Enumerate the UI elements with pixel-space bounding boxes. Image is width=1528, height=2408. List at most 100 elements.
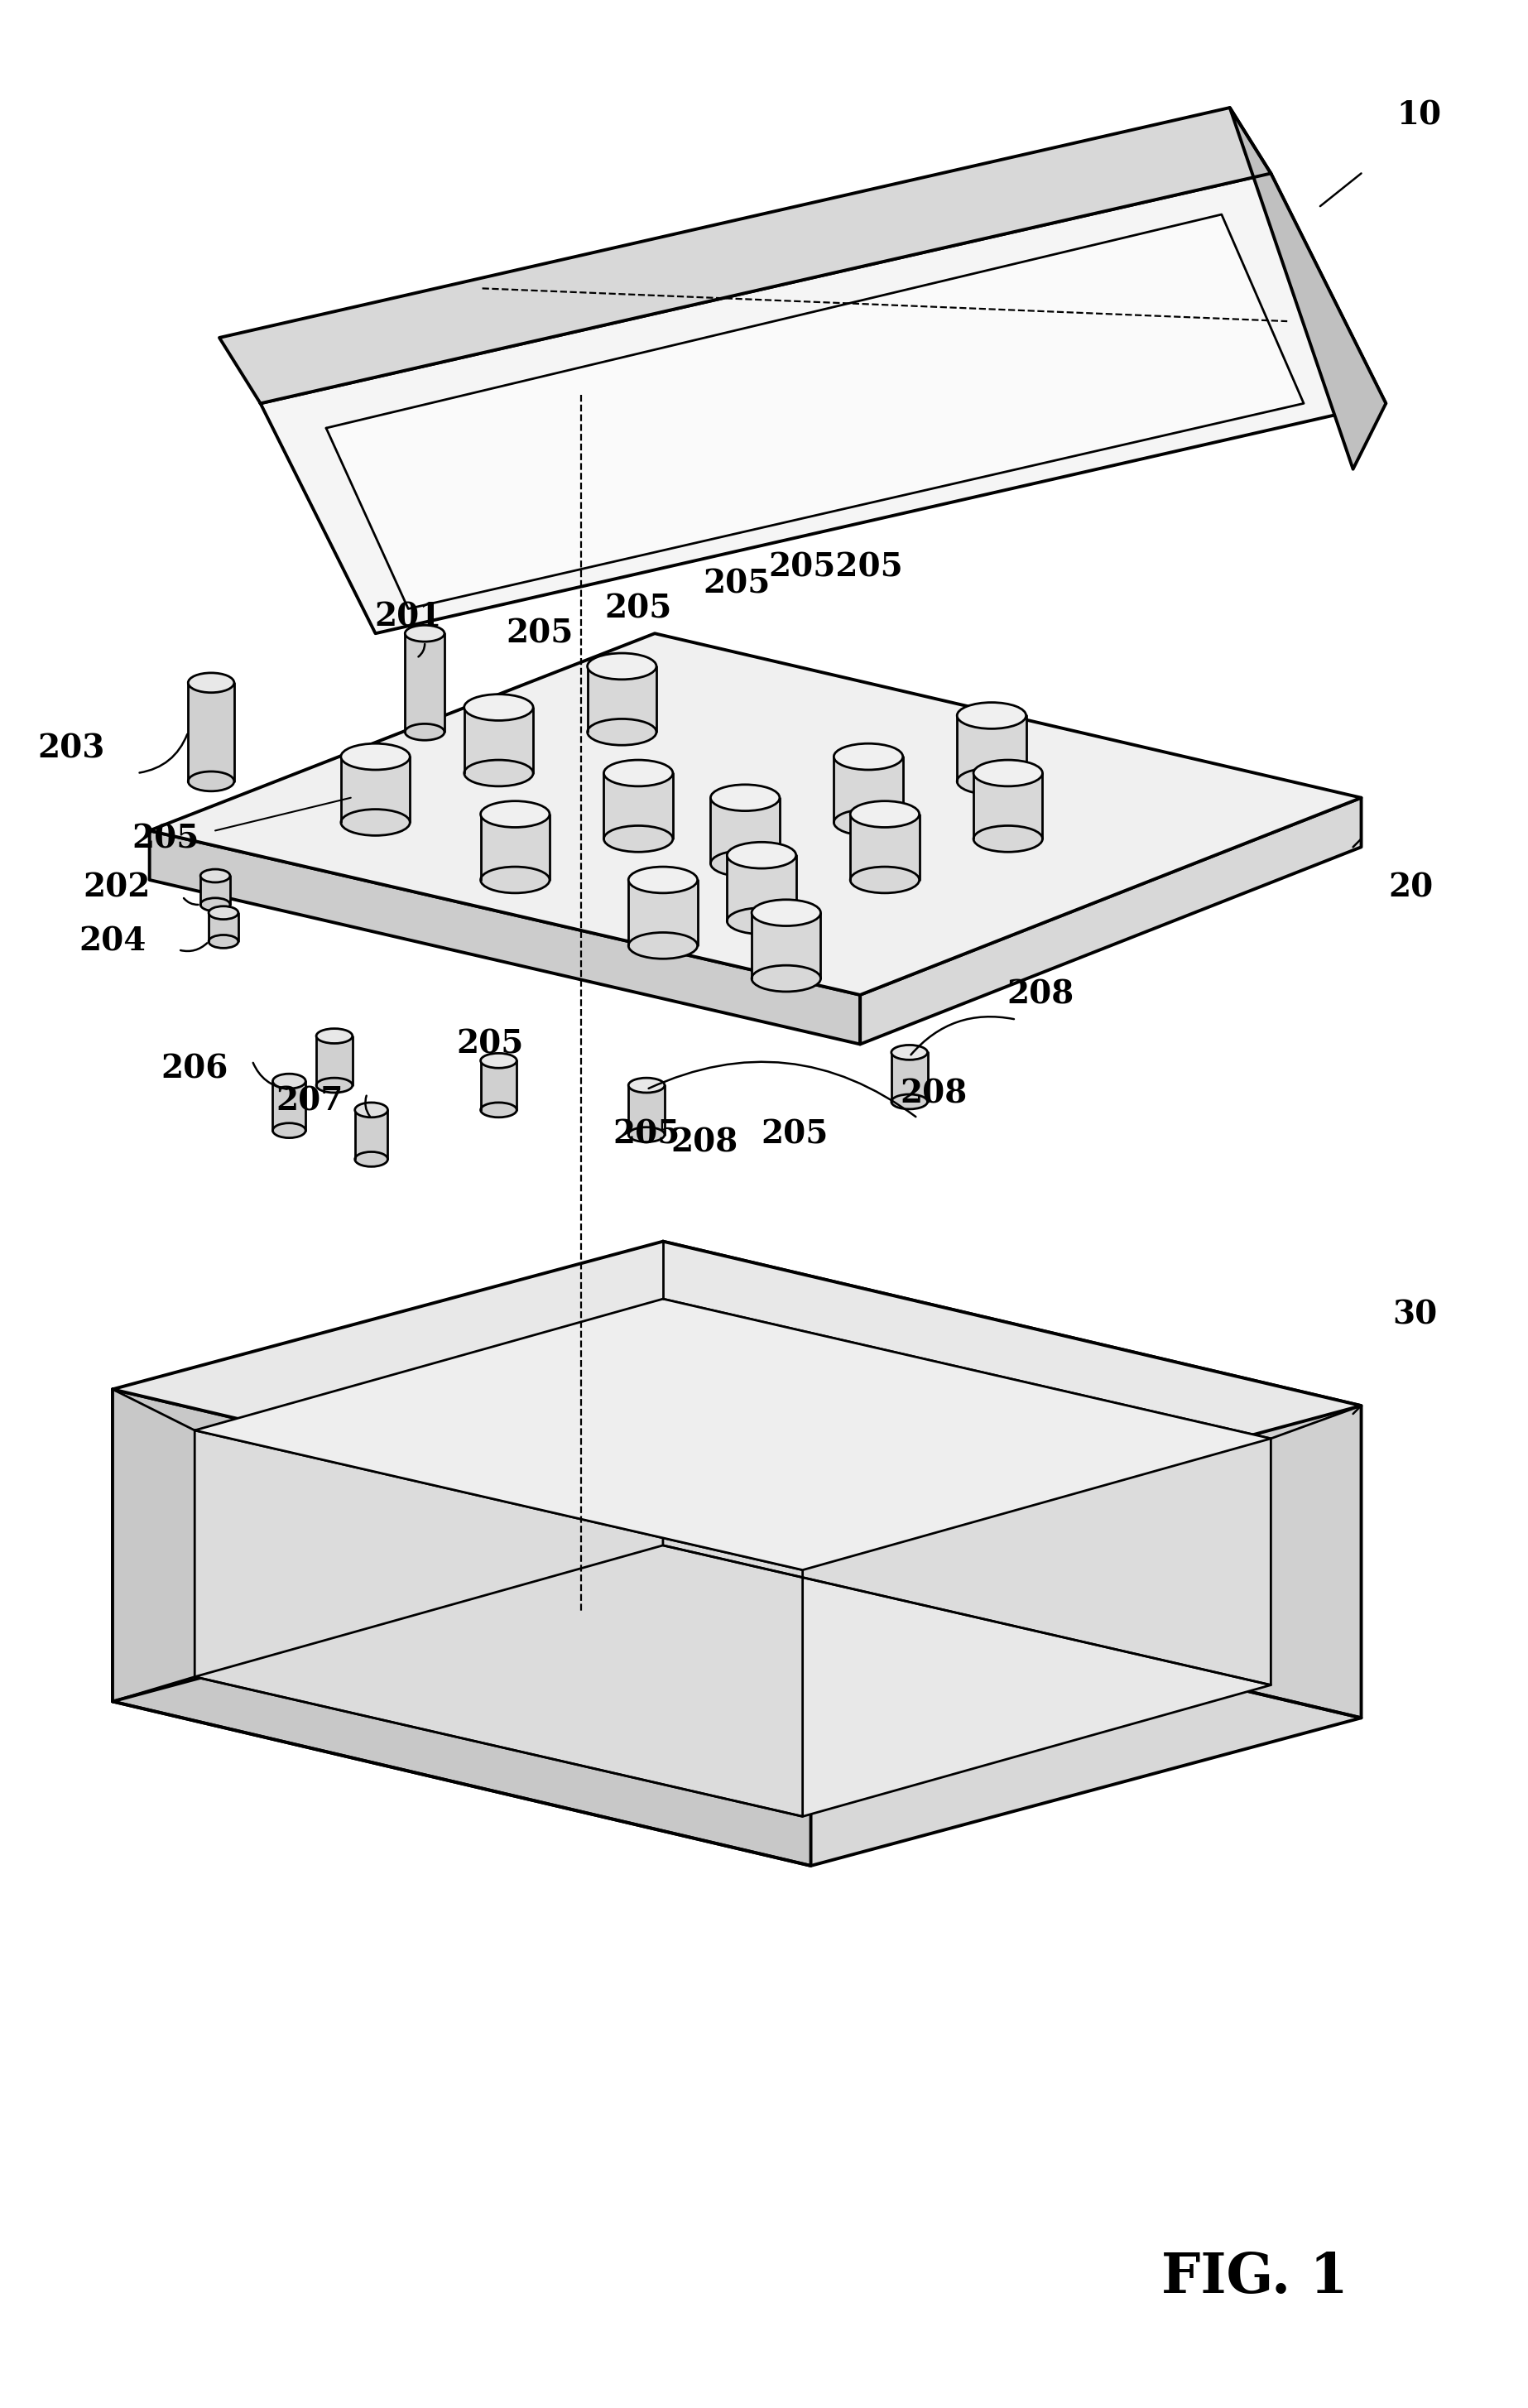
Ellipse shape xyxy=(604,826,672,852)
Ellipse shape xyxy=(481,867,550,893)
Ellipse shape xyxy=(834,809,903,836)
Ellipse shape xyxy=(481,802,550,828)
Text: 10: 10 xyxy=(1397,101,1441,132)
Polygon shape xyxy=(711,797,779,864)
Polygon shape xyxy=(628,879,697,946)
Polygon shape xyxy=(209,913,238,942)
Polygon shape xyxy=(834,756,903,824)
Ellipse shape xyxy=(188,771,234,792)
Polygon shape xyxy=(587,667,657,732)
Text: 202: 202 xyxy=(83,872,150,903)
Polygon shape xyxy=(194,1546,1271,1816)
Text: 207: 207 xyxy=(277,1086,344,1117)
Polygon shape xyxy=(405,633,445,732)
Text: 20: 20 xyxy=(1387,872,1433,903)
Ellipse shape xyxy=(354,1151,388,1165)
Text: 205: 205 xyxy=(703,568,770,600)
Polygon shape xyxy=(113,1553,1361,1866)
Text: 203: 203 xyxy=(38,732,105,763)
Polygon shape xyxy=(150,633,1361,995)
Ellipse shape xyxy=(727,843,796,869)
Ellipse shape xyxy=(891,1093,927,1110)
Ellipse shape xyxy=(850,802,920,828)
Polygon shape xyxy=(604,773,672,838)
Ellipse shape xyxy=(405,725,445,739)
Ellipse shape xyxy=(316,1028,353,1043)
Text: 206: 206 xyxy=(160,1052,228,1084)
Polygon shape xyxy=(860,797,1361,1045)
Polygon shape xyxy=(727,855,796,920)
Polygon shape xyxy=(465,708,533,773)
Polygon shape xyxy=(200,877,231,905)
Polygon shape xyxy=(272,1081,306,1129)
Ellipse shape xyxy=(316,1079,353,1093)
Polygon shape xyxy=(973,773,1042,838)
Ellipse shape xyxy=(188,672,234,694)
Ellipse shape xyxy=(752,901,821,927)
Polygon shape xyxy=(341,756,410,824)
Ellipse shape xyxy=(973,826,1042,852)
Text: 208: 208 xyxy=(900,1079,967,1110)
Ellipse shape xyxy=(272,1074,306,1088)
Text: 205: 205 xyxy=(457,1028,524,1060)
Ellipse shape xyxy=(354,1103,388,1117)
Ellipse shape xyxy=(587,653,657,679)
Text: 30: 30 xyxy=(1392,1300,1438,1332)
Polygon shape xyxy=(628,1086,665,1134)
Polygon shape xyxy=(891,1052,927,1103)
Polygon shape xyxy=(663,1243,1361,1717)
Polygon shape xyxy=(481,1060,516,1110)
Polygon shape xyxy=(220,108,1271,405)
Polygon shape xyxy=(188,684,234,780)
Polygon shape xyxy=(325,214,1303,609)
Polygon shape xyxy=(850,814,920,879)
Ellipse shape xyxy=(587,720,657,744)
Ellipse shape xyxy=(481,1103,516,1117)
Polygon shape xyxy=(113,1243,1361,1553)
Ellipse shape xyxy=(973,761,1042,787)
Ellipse shape xyxy=(200,869,231,881)
Text: 204: 204 xyxy=(79,925,147,958)
Polygon shape xyxy=(1230,108,1386,470)
Ellipse shape xyxy=(752,966,821,992)
Ellipse shape xyxy=(834,744,903,771)
Polygon shape xyxy=(260,173,1386,633)
Polygon shape xyxy=(752,913,821,978)
Polygon shape xyxy=(316,1035,353,1086)
Ellipse shape xyxy=(341,744,410,771)
Ellipse shape xyxy=(465,761,533,787)
Text: 205: 205 xyxy=(613,1120,680,1151)
Ellipse shape xyxy=(957,703,1027,730)
Text: 205: 205 xyxy=(133,824,200,855)
Polygon shape xyxy=(663,1298,1271,1686)
Polygon shape xyxy=(150,831,860,1045)
Polygon shape xyxy=(481,814,550,879)
Ellipse shape xyxy=(711,850,779,877)
Ellipse shape xyxy=(405,626,445,641)
Ellipse shape xyxy=(628,867,697,893)
Text: 205: 205 xyxy=(605,592,672,624)
Text: 205: 205 xyxy=(506,619,573,650)
Polygon shape xyxy=(194,1298,1271,1570)
Ellipse shape xyxy=(628,1127,665,1141)
Text: FIG. 1: FIG. 1 xyxy=(1161,2251,1348,2304)
Polygon shape xyxy=(957,715,1027,780)
Ellipse shape xyxy=(628,932,697,958)
Ellipse shape xyxy=(850,867,920,893)
Text: 208: 208 xyxy=(671,1127,738,1158)
Ellipse shape xyxy=(209,905,238,920)
Polygon shape xyxy=(354,1110,388,1158)
Ellipse shape xyxy=(727,908,796,934)
Ellipse shape xyxy=(711,785,779,811)
Text: 205: 205 xyxy=(761,1120,828,1151)
Ellipse shape xyxy=(272,1122,306,1139)
Polygon shape xyxy=(194,1430,802,1816)
Ellipse shape xyxy=(200,898,231,910)
Ellipse shape xyxy=(957,768,1027,795)
Ellipse shape xyxy=(891,1045,927,1060)
Text: 201: 201 xyxy=(374,602,442,633)
Ellipse shape xyxy=(209,934,238,949)
Ellipse shape xyxy=(341,809,410,836)
Text: 208: 208 xyxy=(1007,980,1074,1011)
Ellipse shape xyxy=(465,694,533,720)
